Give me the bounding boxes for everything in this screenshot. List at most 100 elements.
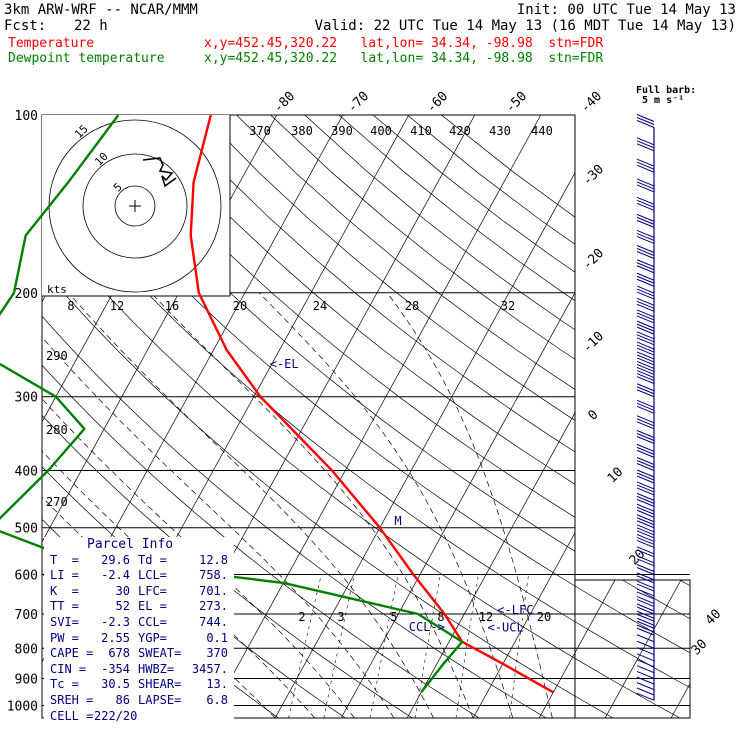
pressure-tick-label: 400 <box>15 465 38 480</box>
wind-barb-flag <box>636 610 655 619</box>
wind-barb-flag <box>636 421 655 430</box>
wind-barb <box>636 259 655 274</box>
wind-barb-flag <box>636 300 655 309</box>
wind-barb-flag <box>636 634 655 643</box>
sounding-annotation: <-LFC <box>497 603 533 617</box>
wind-barb-flag <box>636 443 655 452</box>
wind-barb-flag <box>636 527 655 536</box>
wind-barb <box>636 457 655 471</box>
parcel-info-title: Parcel Info <box>87 537 174 552</box>
wind-barb-flag <box>636 405 655 414</box>
sounding-annotation: CCL-> <box>409 620 445 634</box>
wind-barb-flag <box>636 140 655 149</box>
parcel-info-cell: TT = <box>50 599 79 614</box>
wind-barb <box>636 285 655 300</box>
parcel-info-cell: CCL= <box>138 614 167 629</box>
isotherm-line <box>604 115 690 718</box>
mixing-ratio-label: 5 <box>390 610 397 624</box>
parcel-info-cell: 2.55 <box>101 630 130 645</box>
wind-barb-flag <box>636 484 655 493</box>
wind-barb-flag <box>636 687 655 696</box>
wind-barb-flag <box>636 446 655 455</box>
wind-barb-flag <box>636 620 655 629</box>
wind-barb-flag <box>636 337 655 346</box>
parcel-info-row: PW = 2.55 YGP= 0.1 <box>50 631 234 647</box>
wind-barb-flag <box>636 463 655 471</box>
wind-barb-flag <box>636 326 655 335</box>
wind-barb-flag <box>636 366 655 375</box>
parcel-info-cell: 678 <box>108 646 130 661</box>
wind-barb <box>636 443 655 458</box>
parcel-info-cell: CELL = <box>50 708 94 723</box>
parcel-info-cell: SWEAT= <box>138 646 182 661</box>
dry-adiabat-line <box>202 115 690 718</box>
wind-barb-flag <box>636 647 655 656</box>
hodograph-units: kts <box>47 283 67 296</box>
wind-barb-flag <box>636 503 655 512</box>
wind-barb-flag <box>636 436 655 444</box>
parcel-info-cell: 86 <box>115 692 130 707</box>
wind-barb-flag <box>636 520 655 529</box>
wind-barb-flag <box>636 534 655 542</box>
wind-barb-flag <box>636 555 655 564</box>
valid-time: Valid: 22 UTC Tue 14 May 13 (16 MDT Tue … <box>314 18 736 34</box>
wind-barb-flag <box>636 315 655 324</box>
parcel-info-cell: 30.5 <box>101 677 130 692</box>
wind-barb <box>636 158 655 173</box>
wind-barb-flag <box>636 370 655 379</box>
wind-barb-flag <box>636 184 655 193</box>
wind-barb <box>636 514 655 529</box>
forecast-label: Fcst: <box>4 18 47 34</box>
isotherm-label: 10 <box>605 465 627 487</box>
parcel-info-cell: 52 <box>115 599 130 614</box>
wind-barb-flag <box>636 265 655 274</box>
wind-barb-flag <box>636 303 655 312</box>
parcel-info-cell: 0.1 <box>206 630 228 645</box>
isotherm-line <box>0 115 13 718</box>
wind-barb-flag <box>636 399 655 408</box>
parcel-info-cell: -354 <box>101 661 130 676</box>
wind-barb-flag <box>636 567 655 575</box>
parcel-info-cell: LCL= <box>138 568 167 583</box>
wind-barb-flag <box>636 386 655 395</box>
wind-barb-flag <box>636 671 655 679</box>
dry-adiabat-line <box>270 115 690 718</box>
dewpoint-location: x,y=452.45,320.22 lat,lon= 34.34, -98.98… <box>204 51 604 66</box>
wind-barb-flag <box>636 161 655 170</box>
dry-adiabat-line <box>338 115 690 718</box>
wind-barb-flag <box>636 202 655 211</box>
wind-barb <box>636 671 655 679</box>
parcel-info-cell <box>130 709 184 725</box>
mixing-ratio-label: 3 <box>337 610 344 624</box>
parcel-info-row: CAPE = 678 SWEAT= 370 <box>50 646 234 662</box>
dry-adiabat-line <box>236 115 690 718</box>
dry-adiabat-label: 380 <box>291 124 313 138</box>
parcel-info-cell <box>184 709 228 725</box>
isotherm-line <box>208 115 542 718</box>
isotherm-label: -60 <box>424 89 451 116</box>
wind-barb <box>636 360 655 375</box>
wind-barb <box>636 492 655 507</box>
barb-legend-title: Full barb: <box>636 85 697 96</box>
wind-barb-flag <box>636 624 655 633</box>
moist-adiabat-line <box>42 292 315 718</box>
wind-barb <box>636 503 655 518</box>
wind-barb-flag <box>636 357 655 366</box>
mixing-ratio-label: 2 <box>298 610 305 624</box>
pressure-tick-label: 800 <box>15 642 38 657</box>
dry-adiabat-label: 410 <box>410 124 432 138</box>
wind-barb-flag <box>636 137 655 146</box>
parcel-info-row: SREH = 86 LAPSE= 6.8 <box>50 693 234 709</box>
wind-barb-flag <box>636 376 655 385</box>
isotherm-label: -40 <box>578 89 605 116</box>
forecast-value: 22 h <box>74 18 108 34</box>
parcel-info-cell: LAPSE= <box>138 692 182 707</box>
moist-adiabat-line <box>387 292 553 718</box>
wind-barb-flag <box>636 262 655 271</box>
isotherm-label: 30 <box>689 637 711 659</box>
parcel-info-cell: 6.8 <box>206 692 228 707</box>
dry-adiabat-line <box>133 115 690 718</box>
wind-barb-flag <box>636 363 655 372</box>
dry-adiabat-label: 280 <box>46 423 68 437</box>
